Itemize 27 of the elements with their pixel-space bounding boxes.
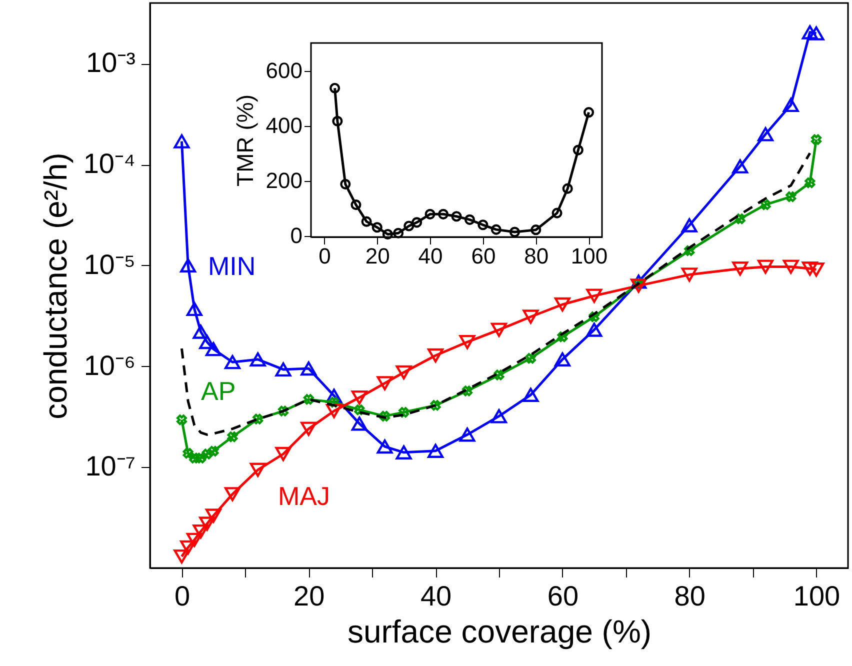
series-label: AP [201, 376, 236, 406]
x-axis-title: surface coverage (%) [347, 614, 652, 650]
x-tick-label: 20 [294, 580, 325, 612]
x-tick-label: 0 [318, 244, 331, 268]
x-tick-label: 40 [420, 580, 452, 612]
x-tick-label: 0 [174, 580, 190, 612]
y-tick-label: 10⁻³ [86, 47, 136, 78]
y-axis-title: TMR (%) [232, 94, 258, 186]
y-tick-label: 400 [266, 113, 302, 138]
x-tick-label: 60 [471, 244, 496, 268]
x-tick-label: 100 [793, 580, 840, 612]
series-label: MIN [208, 251, 256, 281]
y-tick-label: 10⁻⁵ [84, 248, 136, 280]
x-tick-label: 40 [418, 244, 443, 268]
x-tick-label: 80 [524, 244, 549, 268]
y-tick-label: 10⁻⁴ [83, 148, 136, 180]
y-tick-label: 10⁻⁶ [84, 350, 136, 381]
y-tick-label: 0 [290, 223, 302, 248]
y-tick-label: 200 [266, 168, 302, 194]
y-tick-label: 600 [266, 58, 302, 84]
series-label: MAJ [278, 481, 330, 511]
x-tick-label: 60 [547, 580, 579, 612]
x-tick-label: 100 [570, 244, 608, 268]
y-tick-label: 10⁻⁷ [85, 450, 136, 482]
y-axis-title: conductance (e²/h) [37, 152, 74, 420]
x-tick-label: 80 [674, 580, 706, 612]
x-tick-label: 20 [365, 244, 390, 268]
